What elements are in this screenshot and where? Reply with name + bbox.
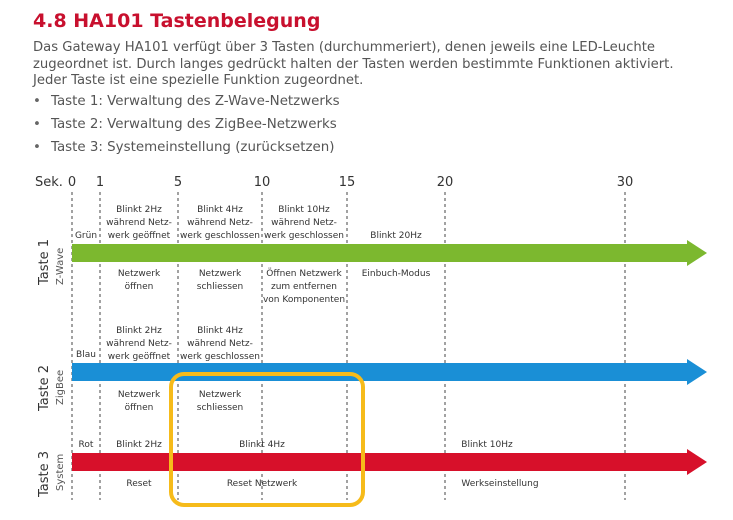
- list-item: • Taste 3: Systemeinstellung (zurücksetze…: [33, 140, 340, 163]
- function-label: Öffnen Netzwerk zum entfernen von Komponen…: [263, 268, 345, 305]
- list-item-text: Taste 1: Verwaltung des Z-Wave-Netzwerks: [51, 94, 340, 109]
- led-label: Rot: [79, 440, 94, 450]
- row-taste-3: Taste 3 System Rot Blinkt 2Hz Blinkt 4Hz…: [37, 440, 707, 498]
- phase-label: Blinkt 20Hz: [370, 231, 422, 241]
- tick-label: 30: [617, 175, 634, 190]
- function-label: Netzwerk schliessen: [197, 390, 244, 413]
- list-item: • Taste 2: Verwaltung des ZigBee-Netzwerk…: [33, 117, 340, 140]
- row-sublabel: Z-Wave: [55, 248, 66, 285]
- row-sublabel: ZigBee: [55, 370, 66, 405]
- intro-line: Jeder Taste ist eine spezielle Funktion …: [33, 73, 364, 88]
- axis-label: Sek.: [35, 175, 63, 190]
- phase-label: Blinkt 2Hz während Netz-werk geöffnet: [106, 326, 172, 362]
- function-label: Netzwerk öffnen: [118, 390, 161, 413]
- list-item-text: Taste 2: Verwaltung des ZigBee-Netzwerks: [51, 117, 337, 132]
- phase-label: Blinkt 4Hz während Netz-werk geschlossen: [180, 326, 260, 362]
- tick-label: 5: [174, 175, 182, 190]
- list-item: • Taste 1: Verwaltung des Z-Wave-Netzwerk…: [33, 94, 340, 117]
- tick-label: 1: [96, 175, 104, 190]
- phase-label: Blinkt 10Hz während Netz-werk geschlossen: [264, 205, 344, 241]
- row-label: Taste 3: [37, 451, 52, 498]
- row-sublabel: System: [55, 454, 66, 491]
- tick-label: 20: [437, 175, 454, 190]
- function-label: Netzwerk öffnen: [118, 269, 161, 292]
- row-taste-2: Taste 2 ZigBee Blau Blinkt 2Hz während Ne…: [37, 326, 707, 413]
- bullet-icon: •: [33, 140, 41, 155]
- led-label: Grün: [75, 231, 97, 241]
- tick-label: 10: [254, 175, 271, 190]
- function-label: Werkseinstellung: [461, 479, 538, 489]
- phase-label: Blinkt 2Hz während Netz-werk geöffnet: [106, 205, 172, 241]
- key-list: • Taste 1: Verwaltung des Z-Wave-Netzwerk…: [33, 94, 340, 163]
- list-item-text: Taste 3: Systemeinstellung (zurücksetzen…: [51, 140, 335, 155]
- phase-label: Blinkt 4Hz: [239, 440, 285, 450]
- tick-label: 0: [68, 175, 76, 190]
- function-label: Reset Netzwerk: [227, 479, 298, 489]
- tick-label: 15: [339, 175, 356, 190]
- phase-label: Blinkt 4Hz während Netz-werk geschlossen: [180, 205, 260, 241]
- phase-label: Blinkt 10Hz: [461, 440, 513, 450]
- row-label: Taste 2: [37, 365, 52, 412]
- intro-line: zugeordnet ist. Durch langes gedrückt ha…: [33, 56, 674, 72]
- function-label: Einbuch-Modus: [362, 269, 431, 279]
- phase-label: Blinkt 2Hz: [116, 440, 162, 450]
- bullet-icon: •: [33, 117, 41, 132]
- timeline-arrow: [72, 240, 707, 266]
- bullet-icon: •: [33, 94, 41, 109]
- function-label: Netzwerk schliessen: [197, 269, 244, 292]
- highlight-frame: [169, 372, 365, 507]
- time-axis: Sek. 0 1 5 10 15 20 30: [35, 175, 633, 190]
- timeline-arrow: [72, 449, 707, 475]
- function-label: Reset: [126, 479, 152, 489]
- timeline-arrow: [72, 359, 707, 385]
- row-label: Taste 1: [37, 239, 52, 286]
- intro-line: Das Gateway HA101 verfügt über 3 Tasten …: [33, 40, 655, 55]
- intro-paragraph: Das Gateway HA101 verfügt über 3 Tasten …: [33, 40, 713, 90]
- led-label: Blau: [76, 350, 96, 360]
- row-taste-1: Taste 1 Z-Wave Grün Blinkt 2Hz während Ne…: [37, 205, 707, 305]
- section-title: 4.8 HA101 Tastenbelegung: [33, 10, 321, 32]
